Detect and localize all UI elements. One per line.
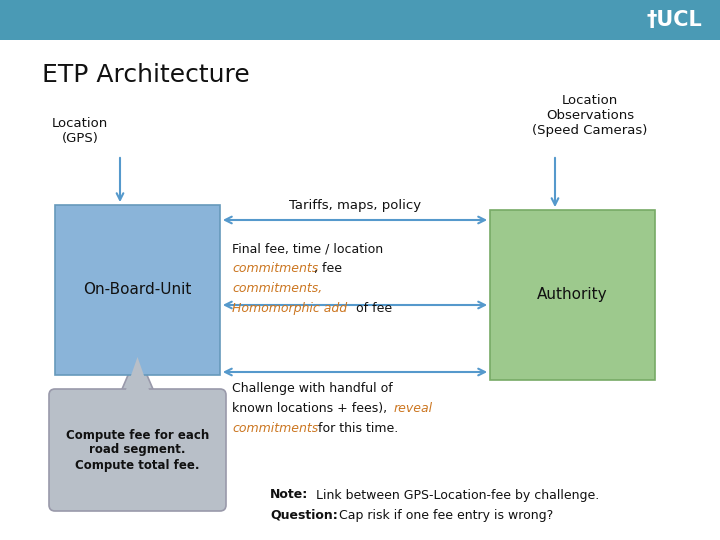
Text: Compute fee for each
road segment.
Compute total fee.: Compute fee for each road segment. Compu… [66, 429, 209, 471]
Text: Authority: Authority [537, 287, 608, 302]
Text: Tariffs, maps, policy: Tariffs, maps, policy [289, 199, 421, 212]
Text: commitments: commitments [232, 262, 318, 275]
Text: commitments,: commitments, [232, 282, 323, 295]
Text: Question:: Question: [270, 509, 338, 522]
Text: for this time.: for this time. [314, 422, 398, 435]
Text: Final fee, time / location: Final fee, time / location [232, 242, 383, 255]
FancyBboxPatch shape [49, 389, 226, 511]
Text: Cap risk if one fee entry is wrong?: Cap risk if one fee entry is wrong? [335, 509, 553, 522]
FancyBboxPatch shape [55, 205, 220, 375]
Text: Challenge with handful of: Challenge with handful of [232, 382, 392, 395]
FancyBboxPatch shape [490, 210, 655, 380]
Text: Homomorphic add: Homomorphic add [232, 302, 347, 315]
Text: , fee: , fee [314, 262, 342, 275]
Text: Note:: Note: [270, 489, 308, 502]
Polygon shape [120, 353, 156, 395]
Text: Location
(GPS): Location (GPS) [52, 117, 108, 145]
Text: †UCL: †UCL [647, 10, 702, 30]
Text: Location
Observations
(Speed Cameras): Location Observations (Speed Cameras) [532, 94, 648, 137]
Text: Link between GPS-Location-fee by challenge.: Link between GPS-Location-fee by challen… [312, 489, 599, 502]
Text: reveal: reveal [394, 402, 433, 415]
Text: known locations + fees),: known locations + fees), [232, 402, 391, 415]
Text: of fee: of fee [352, 302, 392, 315]
Text: ETP Architecture: ETP Architecture [42, 63, 250, 87]
Text: On-Board-Unit: On-Board-Unit [84, 282, 192, 298]
Bar [0, 0, 720, 40]
Text: commitments: commitments [232, 422, 318, 435]
Polygon shape [124, 357, 151, 397]
